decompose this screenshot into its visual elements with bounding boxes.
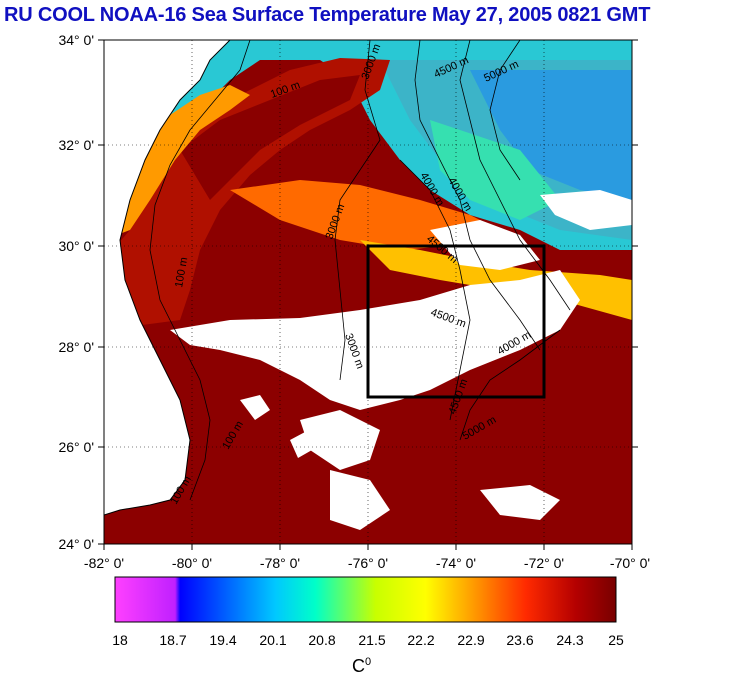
lat-label: 30° 0' bbox=[58, 238, 94, 254]
colorbar-tick: 20.8 bbox=[308, 632, 335, 648]
lon-label: -82° 0' bbox=[84, 555, 124, 571]
latitude-labels: 34° 0' 32° 0' 30° 0' 28° 0' 26° 0' 24° 0… bbox=[58, 32, 94, 552]
colorbar bbox=[114, 576, 617, 623]
colorbar-tick: 18.7 bbox=[159, 632, 186, 648]
lat-label: 24° 0' bbox=[58, 536, 94, 552]
colorbar-tick: 21.5 bbox=[358, 632, 385, 648]
colorbar-tick: 24.3 bbox=[556, 632, 583, 648]
lon-label: -76° 0' bbox=[348, 555, 388, 571]
sst-image: 100 m 3000 m 4500 m 5000 m 4000 m 3000 m… bbox=[104, 40, 632, 544]
graticule bbox=[104, 40, 632, 544]
colorbar-tick: 22.9 bbox=[457, 632, 484, 648]
lat-label: 34° 0' bbox=[58, 32, 94, 48]
colorbar-tick: 19.4 bbox=[209, 632, 236, 648]
unit-superscript: 0 bbox=[365, 656, 372, 668]
axis-ticks bbox=[98, 39, 638, 550]
lat-label: 32° 0' bbox=[58, 137, 94, 153]
lon-label: -78° 0' bbox=[260, 555, 300, 571]
lat-label: 28° 0' bbox=[58, 339, 94, 355]
colorbar-tick: 22.2 bbox=[407, 632, 434, 648]
lon-label: -70° 0' bbox=[610, 555, 650, 571]
lon-label: -74° 0' bbox=[436, 555, 476, 571]
unit-base: C bbox=[352, 656, 365, 676]
lon-label: -80° 0' bbox=[172, 555, 212, 571]
colorbar-tick: 23.6 bbox=[506, 632, 533, 648]
colorbar-tick: 18 bbox=[112, 632, 128, 648]
longitude-labels: -82° 0' -80° 0' -78° 0' -76° 0' -74° 0' … bbox=[84, 555, 650, 571]
colorbar-tick: 20.1 bbox=[259, 632, 286, 648]
colorbar-unit: C0 bbox=[352, 656, 371, 677]
lon-label: -72° 0' bbox=[524, 555, 564, 571]
colorbar-tick: 25 bbox=[608, 632, 624, 648]
lat-label: 26° 0' bbox=[58, 439, 94, 455]
colorbar-ticks: 18 18.7 19.4 20.1 20.8 21.5 22.2 22.9 23… bbox=[112, 632, 624, 648]
contour-label: 100 m bbox=[173, 256, 190, 288]
map-title: RU COOL NOAA-16 Sea Surface Temperature … bbox=[4, 4, 651, 26]
